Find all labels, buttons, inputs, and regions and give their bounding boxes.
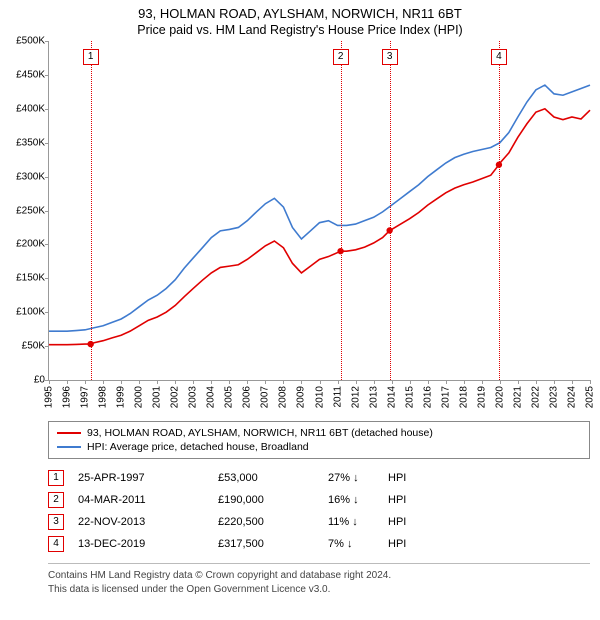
y-axis-label: £500K bbox=[16, 36, 45, 47]
x-axis-label: 1998 bbox=[98, 386, 109, 408]
x-axis-label: 2005 bbox=[224, 386, 235, 408]
x-axis-label: 2025 bbox=[585, 386, 596, 408]
event-row: 4 13-DEC-2019£317,5007% ↓HPI bbox=[48, 533, 590, 555]
series-line-hpi bbox=[49, 85, 590, 331]
legend-label: HPI: Average price, detached house, Broa… bbox=[87, 441, 309, 453]
event-delta: 16% ↓ bbox=[328, 494, 388, 506]
y-axis-label: £100K bbox=[16, 307, 45, 318]
footer: Contains HM Land Registry data © Crown c… bbox=[48, 563, 590, 596]
event-price: £317,500 bbox=[218, 538, 328, 550]
event-date: 22-NOV-2013 bbox=[78, 516, 218, 528]
event-badge: 4 bbox=[491, 49, 507, 65]
series-line-price_paid bbox=[49, 109, 590, 345]
event-row: 1 25-APR-1997£53,00027% ↓HPI bbox=[48, 467, 590, 489]
footer-line-1: Contains HM Land Registry data © Crown c… bbox=[48, 569, 590, 583]
x-axis-label: 2011 bbox=[332, 386, 343, 408]
legend-swatch bbox=[57, 432, 81, 434]
event-date: 04-MAR-2011 bbox=[78, 494, 218, 506]
x-axis-label: 1999 bbox=[116, 386, 127, 408]
x-axis-label: 2024 bbox=[566, 386, 577, 408]
legend-label: 93, HOLMAN ROAD, AYLSHAM, NORWICH, NR11 … bbox=[87, 427, 433, 439]
event-ref: HPI bbox=[388, 472, 406, 484]
event-date: 25-APR-1997 bbox=[78, 472, 218, 484]
x-axis-label: 2014 bbox=[386, 386, 397, 408]
event-row-badge: 1 bbox=[48, 470, 64, 486]
x-axis-label: 2003 bbox=[188, 386, 199, 408]
legend-swatch bbox=[57, 446, 81, 448]
y-axis-label: £300K bbox=[16, 171, 45, 182]
y-axis-label: £50K bbox=[22, 341, 45, 352]
x-axis-label: 2012 bbox=[350, 386, 361, 408]
events-table: 125-APR-1997£53,00027% ↓HPI204-MAR-2011£… bbox=[48, 467, 590, 555]
x-axis-label: 1995 bbox=[44, 386, 55, 408]
x-axis-label: 1996 bbox=[62, 386, 73, 408]
event-delta: 7% ↓ bbox=[328, 538, 388, 550]
event-row-badge: 4 bbox=[48, 536, 64, 552]
event-price: £220,500 bbox=[218, 516, 328, 528]
x-axis-label: 2020 bbox=[494, 386, 505, 408]
x-axis-label: 2018 bbox=[458, 386, 469, 408]
legend: 93, HOLMAN ROAD, AYLSHAM, NORWICH, NR11 … bbox=[48, 421, 590, 459]
y-axis-label: £350K bbox=[16, 137, 45, 148]
x-axis-label: 2013 bbox=[368, 386, 379, 408]
chart-title: 93, HOLMAN ROAD, AYLSHAM, NORWICH, NR11 … bbox=[0, 0, 600, 21]
x-axis-label: 2000 bbox=[134, 386, 145, 408]
event-ref: HPI bbox=[388, 516, 406, 528]
event-badge: 1 bbox=[83, 49, 99, 65]
x-axis-label: 2021 bbox=[512, 386, 523, 408]
x-axis-label: 2006 bbox=[242, 386, 253, 408]
x-axis-label: 2016 bbox=[422, 386, 433, 408]
footer-line-2: This data is licensed under the Open Gov… bbox=[48, 583, 590, 597]
x-axis-label: 1997 bbox=[80, 386, 91, 408]
event-row-badge: 3 bbox=[48, 514, 64, 530]
x-axis-label: 2004 bbox=[206, 386, 217, 408]
event-line bbox=[390, 41, 391, 380]
y-axis-label: £0 bbox=[34, 375, 45, 386]
event-line bbox=[499, 41, 500, 380]
y-axis-label: £150K bbox=[16, 273, 45, 284]
event-ref: HPI bbox=[388, 538, 406, 550]
event-price: £53,000 bbox=[218, 472, 328, 484]
x-axis-label: 2002 bbox=[170, 386, 181, 408]
chart-area: £0£50K£100K£150K£200K£250K£300K£350K£400… bbox=[48, 41, 590, 411]
y-axis-label: £250K bbox=[16, 205, 45, 216]
plot-area: £0£50K£100K£150K£200K£250K£300K£350K£400… bbox=[48, 41, 590, 381]
x-axis-label: 2015 bbox=[404, 386, 415, 408]
x-axis-label: 2009 bbox=[296, 386, 307, 408]
x-axis-label: 2019 bbox=[476, 386, 487, 408]
event-badge: 3 bbox=[382, 49, 398, 65]
event-row-badge: 2 bbox=[48, 492, 64, 508]
x-axis-label: 2022 bbox=[530, 386, 541, 408]
legend-item: HPI: Average price, detached house, Broa… bbox=[57, 440, 581, 454]
event-price: £190,000 bbox=[218, 494, 328, 506]
event-delta: 11% ↓ bbox=[328, 516, 388, 528]
chart-svg bbox=[49, 41, 590, 380]
y-axis-label: £400K bbox=[16, 103, 45, 114]
event-ref: HPI bbox=[388, 494, 406, 506]
x-axis-label: 2008 bbox=[278, 386, 289, 408]
event-badge: 2 bbox=[333, 49, 349, 65]
x-axis-label: 2023 bbox=[548, 386, 559, 408]
event-line bbox=[91, 41, 92, 380]
y-axis-label: £450K bbox=[16, 69, 45, 80]
event-delta: 27% ↓ bbox=[328, 472, 388, 484]
event-line bbox=[341, 41, 342, 380]
event-row: 3 22-NOV-2013£220,50011% ↓HPI bbox=[48, 511, 590, 533]
x-axis-label: 2017 bbox=[440, 386, 451, 408]
chart-subtitle: Price paid vs. HM Land Registry's House … bbox=[0, 21, 600, 41]
x-axis-label: 2001 bbox=[152, 386, 163, 408]
x-axis-label: 2010 bbox=[314, 386, 325, 408]
event-row: 2 04-MAR-2011£190,00016% ↓HPI bbox=[48, 489, 590, 511]
event-date: 13-DEC-2019 bbox=[78, 538, 218, 550]
y-axis-label: £200K bbox=[16, 239, 45, 250]
x-axis-label: 2007 bbox=[260, 386, 271, 408]
legend-item: 93, HOLMAN ROAD, AYLSHAM, NORWICH, NR11 … bbox=[57, 426, 581, 440]
